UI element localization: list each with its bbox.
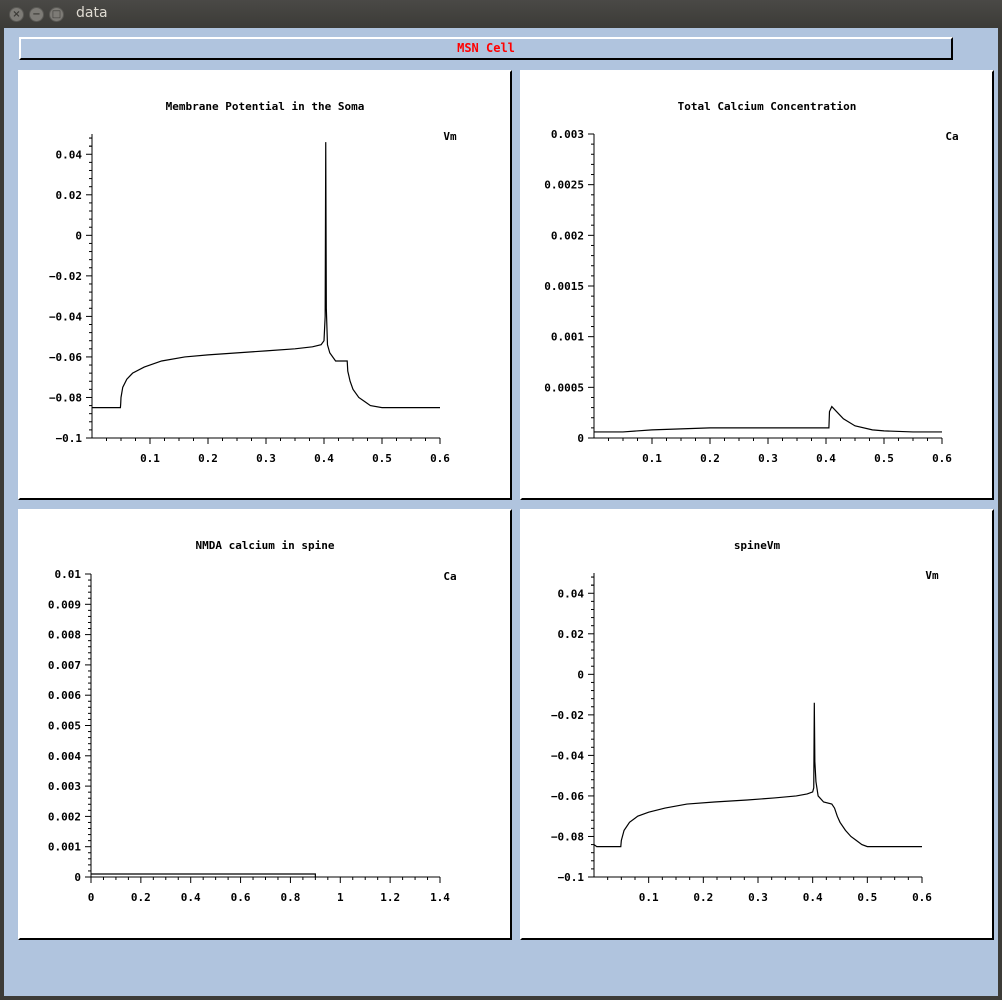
window-titlebar: × − □ data xyxy=(0,0,1002,29)
x-tick-label: 0.2 xyxy=(693,891,713,904)
y-tick-label: −0.02 xyxy=(551,709,584,722)
y-tick-label: −0.04 xyxy=(49,310,82,323)
maximize-icon[interactable]: □ xyxy=(49,7,64,22)
y-tick-label: −0.1 xyxy=(558,871,585,884)
x-tick-label: 1.4 xyxy=(430,891,450,904)
legend-label: Ca xyxy=(945,130,958,143)
chart-soma: Membrane Potential in the Soma Vm −0.1 −0.0… xyxy=(49,100,457,465)
series-line-spine xyxy=(593,702,922,848)
x-tick-label: 0.1 xyxy=(639,891,659,904)
series-line-calcium xyxy=(594,405,942,433)
x-tick-label: 0.2 xyxy=(131,891,151,904)
x-tick-label: 0.2 xyxy=(700,452,720,465)
y-tick-label: −0.08 xyxy=(49,391,82,404)
window-title: data xyxy=(76,5,108,21)
y-tick-label: −0.08 xyxy=(551,830,584,843)
y-tick-label: 0.007 xyxy=(48,659,81,672)
x-tick-label: 0.3 xyxy=(758,452,778,465)
x-tick-label: 0.3 xyxy=(256,452,276,465)
y-tick-label: 0.006 xyxy=(48,689,81,702)
x-tick-label: 0.3 xyxy=(748,891,768,904)
chart-calcium: Total Calcium Concentration Ca 0 0.0005 0.00… xyxy=(544,100,958,465)
y-tick-label: 0.008 xyxy=(48,629,81,642)
graph-panel-nmda[interactable]: NMDA calcium in spine Ca 0 0.001 0.002 0.003 0… xyxy=(18,509,512,940)
y-tick-label: 0.001 xyxy=(551,331,584,344)
x-tick-label: 0.4 xyxy=(181,891,201,904)
x-tick-label: 0.6 xyxy=(912,891,932,904)
x-tick-label: 0.6 xyxy=(231,891,251,904)
window-border-bottom xyxy=(0,996,1002,1000)
x-tick-label: 0.2 xyxy=(198,452,218,465)
y-tick-label: 0.002 xyxy=(48,810,81,823)
series-line-nmda xyxy=(91,873,316,877)
x-tick-label: 0 xyxy=(88,891,95,904)
chart-title: spineVm xyxy=(734,539,781,552)
x-tick-label: 1 xyxy=(337,891,344,904)
cell-title-bar[interactable]: MSN Cell xyxy=(19,37,953,60)
y-tick-label: 0.005 xyxy=(48,720,81,733)
chart-title: Total Calcium Concentration xyxy=(678,100,857,113)
y-tick-label: 0 xyxy=(577,432,584,445)
y-tick-label: 0.0025 xyxy=(544,179,584,192)
y-tick-label: 0 xyxy=(75,229,82,242)
y-tick-label: 0.04 xyxy=(56,148,83,161)
graph-panel-spine[interactable]: spineVm Vm −0.1 −0.08 −0.06 −0.04 −0.02 0 0.02 0.… xyxy=(520,509,994,940)
legend-label: Vm xyxy=(443,130,457,143)
series-line-soma xyxy=(92,142,440,409)
x-tick-label: 0.6 xyxy=(430,452,450,465)
graph-panel-soma[interactable]: Membrane Potential in the Soma Vm −0.1 −0.0… xyxy=(18,70,512,500)
window-border-right xyxy=(998,28,1002,1000)
x-tick-label: 0.6 xyxy=(932,452,952,465)
y-tick-label: −0.02 xyxy=(49,270,82,283)
y-tick-label: 0 xyxy=(577,668,584,681)
x-tick-label: 0.5 xyxy=(874,452,894,465)
close-icon[interactable]: × xyxy=(9,7,24,22)
legend-label: Ca xyxy=(443,570,456,583)
y-tick-label: 0.003 xyxy=(48,780,81,793)
x-tick-label: 0.4 xyxy=(803,891,823,904)
y-tick-label: 0.01 xyxy=(55,568,82,581)
y-tick-label: 0.003 xyxy=(551,128,584,141)
y-tick-label: 0.0005 xyxy=(544,381,584,394)
chart-spine: spineVm Vm −0.1 −0.08 −0.06 −0.04 −0.02 0 0.02 0.… xyxy=(551,539,939,904)
window-border-left xyxy=(0,28,4,1000)
graph-panel-calcium[interactable]: Total Calcium Concentration Ca 0 0.0005 0.00… xyxy=(520,70,994,500)
y-tick-label: 0.02 xyxy=(558,628,585,641)
y-tick-label: 0.0015 xyxy=(544,280,584,293)
y-tick-label: 0.001 xyxy=(48,841,81,854)
y-tick-label: −0.1 xyxy=(56,432,83,445)
x-tick-label: 1.2 xyxy=(380,891,400,904)
minimize-icon[interactable]: − xyxy=(29,7,44,22)
x-tick-label: 0.5 xyxy=(857,891,877,904)
x-tick-label: 0.4 xyxy=(314,452,334,465)
x-tick-label: 0.8 xyxy=(280,891,300,904)
legend-label: Vm xyxy=(925,569,939,582)
chart-nmda: NMDA calcium in spine Ca 0 0.001 0.002 0.003 0… xyxy=(48,539,457,904)
y-tick-label: −0.04 xyxy=(551,749,584,762)
y-tick-label: 0.004 xyxy=(48,750,81,763)
y-tick-label: 0.02 xyxy=(56,189,83,202)
cell-title: MSN Cell xyxy=(457,41,515,55)
y-tick-label: 0.009 xyxy=(48,598,81,611)
y-tick-label: −0.06 xyxy=(551,790,584,803)
x-tick-label: 0.5 xyxy=(372,452,392,465)
y-tick-label: 0 xyxy=(74,871,81,884)
x-tick-label: 0.1 xyxy=(642,452,662,465)
y-tick-label: 0.002 xyxy=(551,229,584,242)
chart-title: Membrane Potential in the Soma xyxy=(166,100,365,113)
y-tick-label: −0.06 xyxy=(49,351,82,364)
chart-title: NMDA calcium in spine xyxy=(195,539,334,552)
y-tick-label: 0.04 xyxy=(558,587,585,600)
x-tick-label: 0.4 xyxy=(816,452,836,465)
x-tick-label: 0.1 xyxy=(140,452,160,465)
